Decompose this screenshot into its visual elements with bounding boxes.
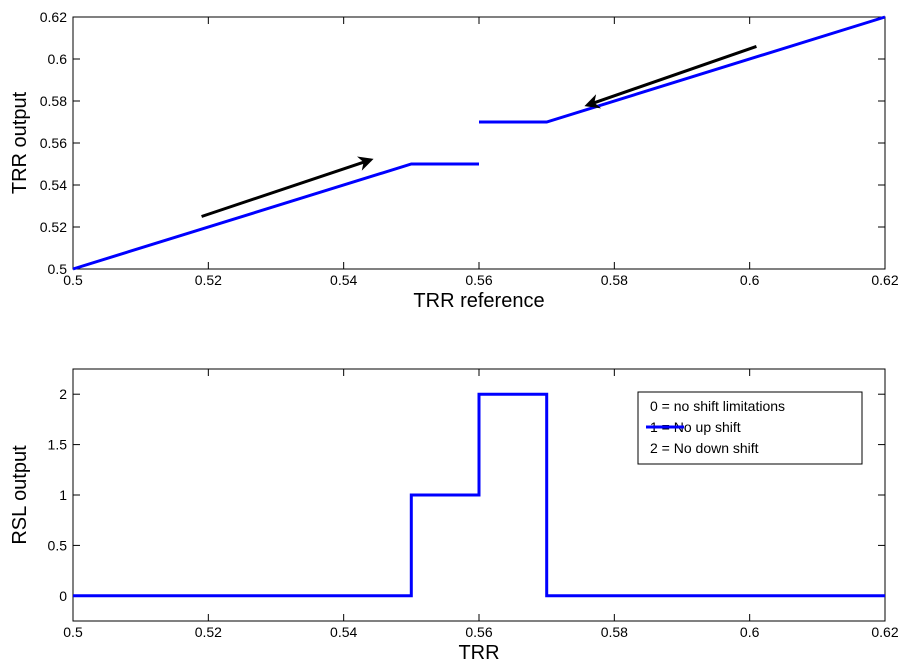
series-line — [72, 162, 479, 271]
y-axis-title: TRR output — [9, 91, 31, 194]
y-tick-label: 0.52 — [40, 219, 67, 235]
y-tick-label: 1 — [59, 487, 67, 503]
x-axis-title: TRR — [458, 642, 499, 664]
legend-entry: 0 = no shift limitations — [650, 398, 785, 414]
y-axis-title: RSL output — [9, 445, 31, 545]
series-line — [73, 392, 885, 598]
bottom-plot: 0.5 0.52 0.54 0.56 0.58 0.6 0.62 0 0.5 1 1.5 2 TRR RS… — [9, 368, 899, 664]
x-tick-label: 0.6 — [740, 272, 760, 288]
legend-entry: 1 = No up shift — [650, 419, 741, 435]
x-tick-label: 0.54 — [330, 624, 357, 640]
x-tick-label: 0.54 — [330, 272, 357, 288]
y-tick-label: 0.56 — [40, 135, 67, 151]
x-tick-label: 0.6 — [740, 624, 760, 640]
x-tick-label: 0.56 — [465, 624, 492, 640]
x-axis-title: TRR reference — [413, 290, 544, 312]
x-tick-label: 0.56 — [465, 272, 492, 288]
y-tick-label: 0 — [59, 588, 67, 604]
x-tick-label: 0.58 — [601, 624, 628, 640]
x-tick-label: 0.58 — [601, 272, 628, 288]
annotation-arrow — [201, 156, 374, 218]
x-tick-label: 0.5 — [63, 624, 83, 640]
y-tick-label: 2 — [59, 386, 67, 402]
y-tick-label: 0.62 — [40, 9, 67, 25]
y-tick-label: 0.54 — [40, 177, 67, 193]
top-plot: 0.5 0.52 0.54 0.56 0.58 0.6 0.62 0.5 0.52 0.54 0.5… — [9, 9, 899, 312]
x-tick-label: 0.5 — [63, 272, 83, 288]
y-tick-label: 0.58 — [40, 93, 67, 109]
annotation-arrow — [584, 44, 757, 109]
y-tick-label: 0.5 — [48, 537, 68, 553]
x-tick-label: 0.52 — [195, 624, 222, 640]
legend-entry: 2 = No down shift — [650, 440, 759, 456]
y-tick-label: 0.5 — [48, 261, 68, 277]
x-tick-label: 0.62 — [871, 624, 898, 640]
y-tick-label: 0.6 — [48, 51, 68, 67]
x-tick-label: 0.52 — [195, 272, 222, 288]
y-tick-label: 1.5 — [48, 437, 68, 453]
series-line — [479, 15, 886, 124]
x-tick-label: 0.62 — [871, 272, 898, 288]
